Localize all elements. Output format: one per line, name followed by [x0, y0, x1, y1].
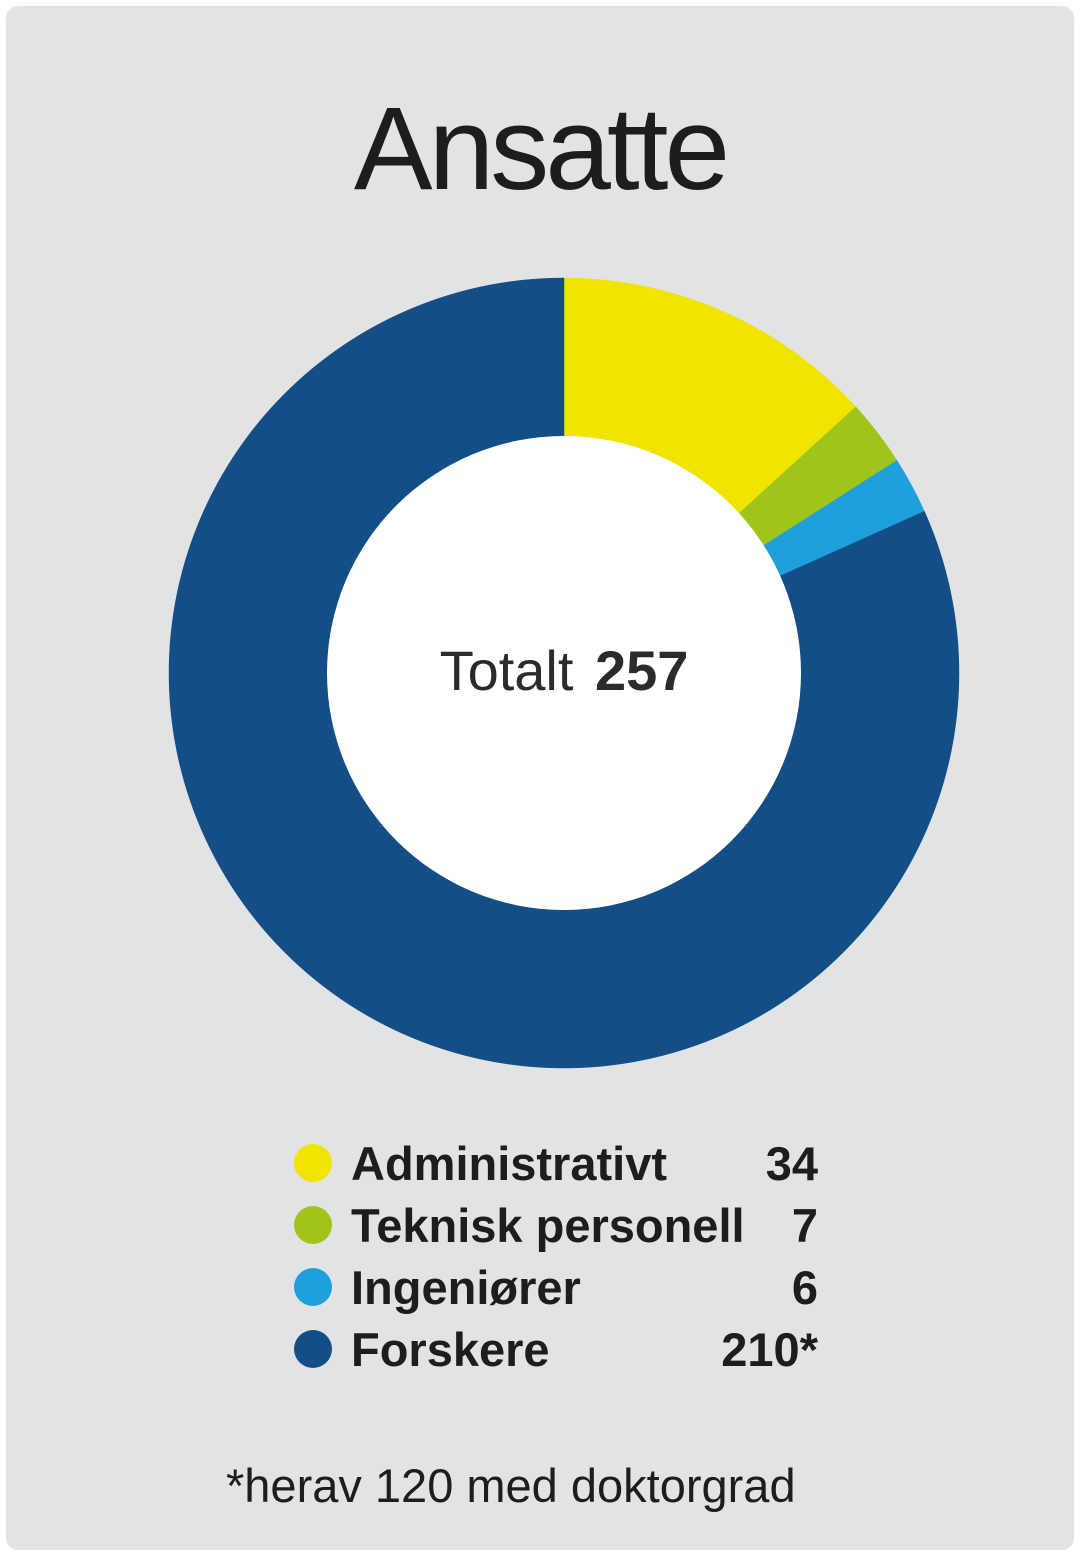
donut-slice-forskere — [168, 277, 960, 1069]
legend-label: Administrativt — [351, 1136, 667, 1190]
legend-label: Forskere — [351, 1322, 550, 1376]
total-label: Totalt — [439, 638, 574, 702]
page-title: Ansatte — [353, 83, 730, 215]
legend-value: 6 — [791, 1260, 818, 1314]
legend-value: 34 — [765, 1136, 818, 1190]
legend-label: Teknisk personell — [351, 1198, 745, 1252]
legend-row: Forskere 210* — [294, 1318, 818, 1380]
legend-dot-icon — [294, 1206, 332, 1244]
total-value: 257 — [594, 638, 689, 702]
legend-value: 7 — [791, 1198, 818, 1252]
donut-hole — [327, 436, 801, 910]
legend-row: Ingeniører 6 — [294, 1256, 818, 1318]
legend-dot-icon — [294, 1144, 332, 1182]
legend-dot-icon — [294, 1268, 332, 1306]
legend-row: Administrativt 34 — [294, 1132, 818, 1194]
legend: Administrativt 34 Teknisk personell 7 In… — [294, 1132, 818, 1380]
legend-label: Ingeniører — [351, 1260, 581, 1314]
footnote: *herav 120 med doktorgrad — [226, 1459, 796, 1512]
legend-value: 210* — [721, 1322, 818, 1376]
donut-center-label: Totalt 257 — [440, 638, 689, 703]
chart-card: Ansatte Totalt 257 Administrativt 34 Tek… — [6, 6, 1074, 1550]
donut-chart — [168, 277, 960, 1069]
legend-dot-icon — [294, 1330, 332, 1368]
legend-row: Teknisk personell 7 — [294, 1194, 818, 1256]
